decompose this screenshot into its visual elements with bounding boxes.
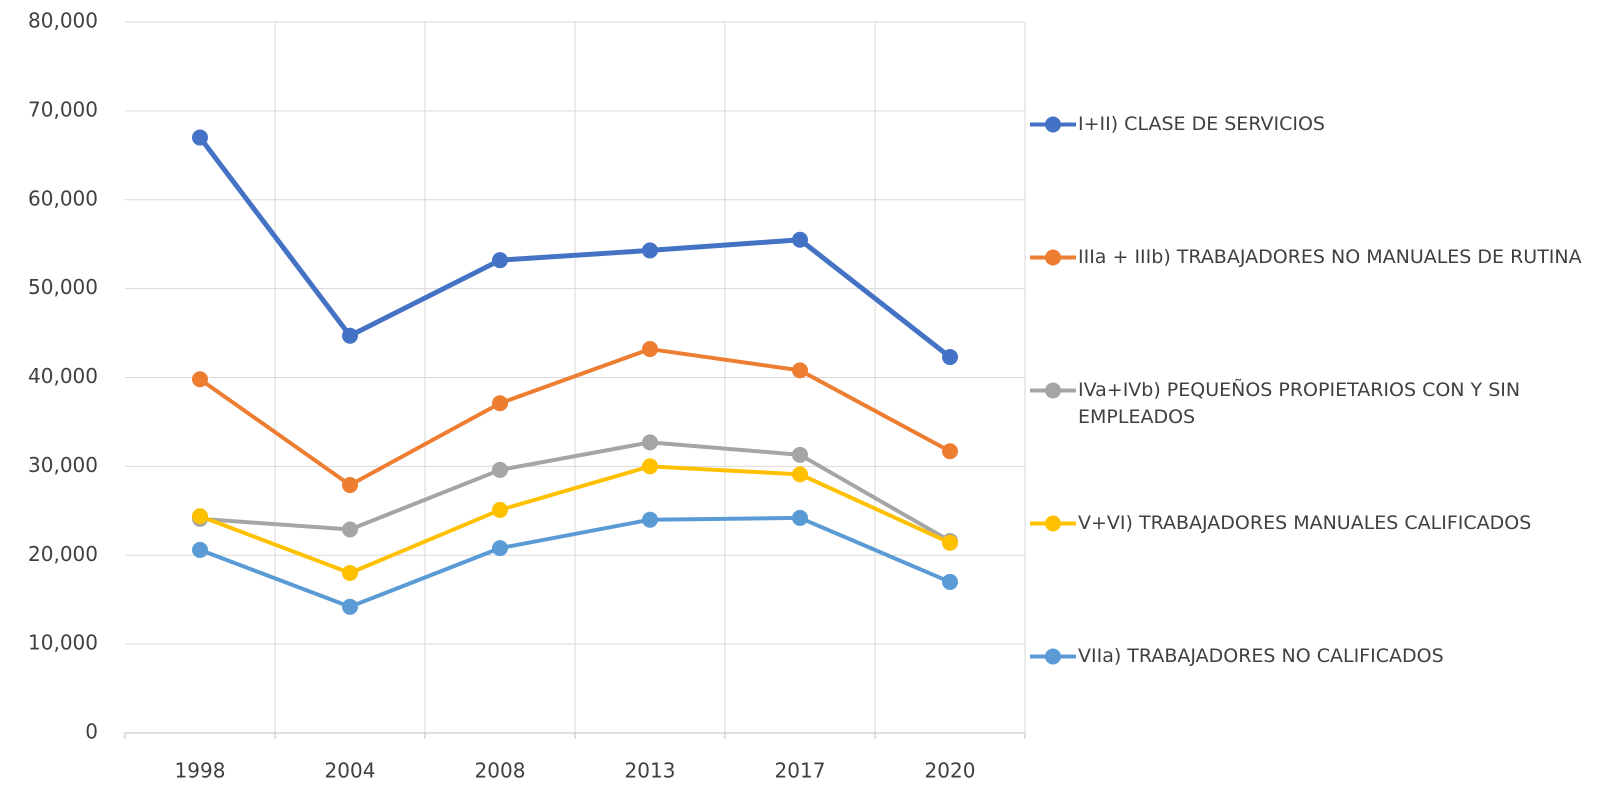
- legend-label: IIIa + IIIb) TRABAJADORES NO MANUALES DE…: [1078, 246, 1582, 268]
- legend-item: VIIa) TRABAJADORES NO CALIFICADOS: [1030, 643, 1608, 670]
- data-point: [642, 458, 658, 475]
- legend-item: V+VI) TRABAJADORES MANUALES CALIFICADOS: [1030, 510, 1608, 537]
- series-line: [199, 515, 951, 609]
- legend-marker: [1030, 382, 1076, 399]
- data-point: [942, 349, 958, 366]
- data-point: [642, 434, 658, 451]
- data-point: [342, 521, 358, 538]
- data-point: [492, 252, 508, 269]
- data-point: [642, 341, 658, 358]
- data-point: [792, 466, 808, 483]
- legend-item: IVa+IVb) PEQUEÑOS PROPIETARIOS CON Y SIN…: [1030, 377, 1608, 431]
- data-point: [792, 362, 808, 379]
- legend-label: IVa+IVb) PEQUEÑOS PROPIETARIOS CON Y SIN…: [1078, 379, 1521, 428]
- x-tick-label: 1998: [175, 759, 226, 783]
- data-point: [792, 446, 808, 463]
- legend-item: I+II) CLASE DE SERVICIOS: [1030, 111, 1608, 138]
- y-tick-label: 0: [85, 720, 98, 744]
- data-point: [942, 534, 958, 551]
- y-tick-label: 20,000: [28, 542, 98, 566]
- legend-label: I+II) CLASE DE SERVICIOS: [1078, 113, 1325, 135]
- y-tick-label: 50,000: [28, 275, 98, 299]
- legend-dot: [1045, 249, 1061, 266]
- data-point: [792, 509, 808, 526]
- data-point: [342, 598, 358, 615]
- data-point: [192, 371, 208, 388]
- data-point: [192, 508, 208, 525]
- series-line: [198, 347, 951, 488]
- data-point: [492, 501, 508, 518]
- series-line: [199, 464, 951, 576]
- legend-marker: [1030, 515, 1076, 532]
- x-tick-label: 2020: [925, 759, 976, 783]
- series-line: [199, 440, 951, 543]
- data-point: [642, 511, 658, 528]
- data-point: [342, 565, 358, 582]
- legend-marker: [1030, 648, 1076, 665]
- legend-marker: [1030, 249, 1076, 266]
- y-tick-label: 70,000: [28, 97, 98, 121]
- data-point: [492, 540, 508, 557]
- data-point: [492, 461, 508, 478]
- data-point: [192, 541, 208, 558]
- x-tick-label: 2017: [775, 759, 826, 783]
- series-line: [198, 136, 952, 360]
- y-tick-label: 30,000: [28, 453, 98, 477]
- x-tick-label: 2008: [475, 759, 526, 783]
- data-point: [642, 242, 658, 259]
- y-tick-label: 80,000: [28, 9, 98, 33]
- y-tick-label: 40,000: [28, 364, 98, 388]
- legend-dot: [1045, 648, 1061, 665]
- data-point: [192, 129, 208, 146]
- legend: I+II) CLASE DE SERVICIOS IIIa + IIIb) TRA…: [1030, 0, 1619, 809]
- legend-dot: [1045, 382, 1061, 399]
- legend-label: V+VI) TRABAJADORES MANUALES CALIFICADOS: [1078, 512, 1532, 534]
- x-tick-label: 2004: [325, 759, 376, 783]
- data-point: [342, 327, 358, 344]
- data-point: [792, 231, 808, 248]
- y-tick-label: 10,000: [28, 631, 98, 655]
- data-point: [492, 395, 508, 412]
- legend-dot: [1045, 515, 1061, 532]
- legend-label: VIIa) TRABAJADORES NO CALIFICADOS: [1078, 645, 1444, 667]
- y-tick-label: 60,000: [28, 186, 98, 210]
- x-tick-label: 2013: [625, 759, 676, 783]
- legend-item: IIIa + IIIb) TRABAJADORES NO MANUALES DE…: [1030, 244, 1608, 271]
- legend-dot: [1045, 116, 1061, 133]
- legend-marker: [1030, 116, 1076, 133]
- data-point: [942, 443, 958, 460]
- data-point: [342, 477, 358, 494]
- data-point: [942, 573, 958, 590]
